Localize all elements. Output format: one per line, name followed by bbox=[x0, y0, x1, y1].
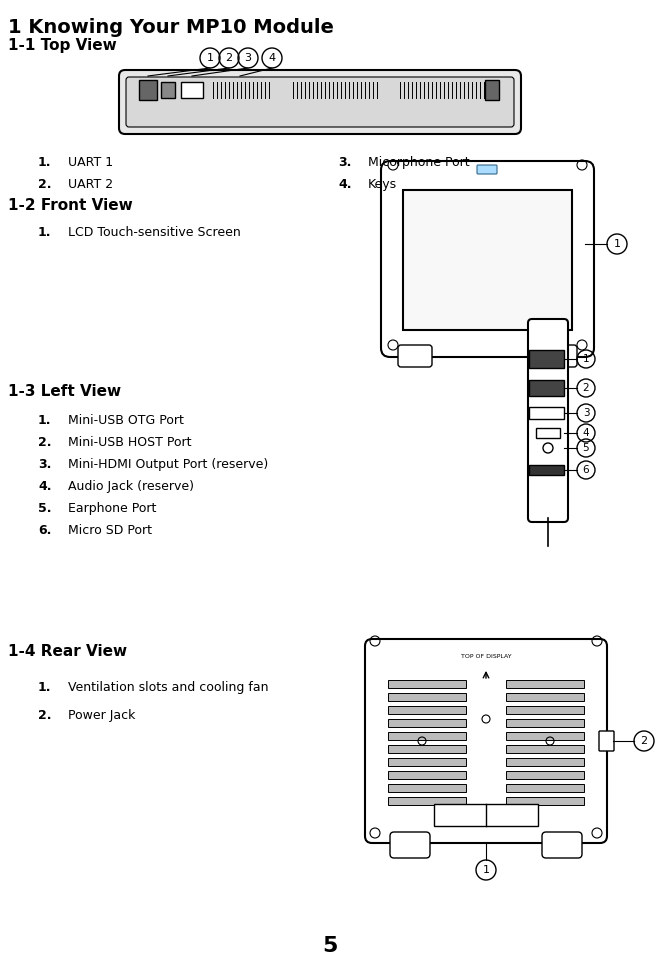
Text: UART 1: UART 1 bbox=[68, 156, 113, 169]
Text: 2: 2 bbox=[583, 383, 589, 393]
FancyBboxPatch shape bbox=[398, 345, 432, 367]
FancyBboxPatch shape bbox=[388, 784, 466, 792]
FancyBboxPatch shape bbox=[506, 797, 584, 805]
FancyBboxPatch shape bbox=[529, 465, 564, 475]
FancyBboxPatch shape bbox=[139, 80, 157, 100]
Text: Audio Jack (reserve): Audio Jack (reserve) bbox=[68, 480, 194, 493]
Text: 3: 3 bbox=[244, 53, 252, 63]
Text: 4: 4 bbox=[583, 428, 589, 438]
FancyBboxPatch shape bbox=[485, 80, 499, 100]
Text: UART 2: UART 2 bbox=[68, 178, 113, 191]
FancyBboxPatch shape bbox=[126, 77, 514, 127]
FancyBboxPatch shape bbox=[477, 165, 497, 174]
FancyBboxPatch shape bbox=[506, 706, 584, 714]
FancyBboxPatch shape bbox=[119, 70, 521, 134]
Text: 1-4 Rear View: 1-4 Rear View bbox=[8, 644, 127, 659]
FancyBboxPatch shape bbox=[536, 428, 560, 438]
Text: 6.: 6. bbox=[38, 524, 52, 537]
Text: 6: 6 bbox=[583, 465, 589, 475]
Text: 5.: 5. bbox=[38, 502, 52, 515]
Text: 2.: 2. bbox=[38, 436, 52, 449]
Text: 5: 5 bbox=[322, 936, 338, 956]
FancyBboxPatch shape bbox=[388, 680, 466, 688]
Text: 1: 1 bbox=[207, 53, 214, 63]
FancyBboxPatch shape bbox=[506, 771, 584, 779]
FancyBboxPatch shape bbox=[381, 161, 594, 357]
Text: 1: 1 bbox=[614, 239, 620, 249]
FancyBboxPatch shape bbox=[388, 719, 466, 727]
FancyBboxPatch shape bbox=[161, 82, 175, 98]
Text: 2.: 2. bbox=[38, 709, 52, 722]
FancyBboxPatch shape bbox=[528, 319, 568, 522]
Text: 1-1 Top View: 1-1 Top View bbox=[8, 38, 117, 53]
Text: 2.: 2. bbox=[38, 178, 52, 191]
Text: 3.: 3. bbox=[38, 458, 52, 471]
Text: Micorphone Port: Micorphone Port bbox=[368, 156, 469, 169]
Text: 2: 2 bbox=[226, 53, 232, 63]
FancyBboxPatch shape bbox=[434, 804, 538, 826]
Text: 4.: 4. bbox=[338, 178, 352, 191]
FancyBboxPatch shape bbox=[390, 832, 430, 858]
FancyBboxPatch shape bbox=[388, 732, 466, 740]
Text: 4.: 4. bbox=[38, 480, 52, 493]
FancyBboxPatch shape bbox=[506, 693, 584, 701]
Text: 1: 1 bbox=[483, 865, 489, 875]
FancyBboxPatch shape bbox=[599, 731, 614, 751]
FancyBboxPatch shape bbox=[542, 832, 582, 858]
Text: 1.: 1. bbox=[38, 156, 52, 169]
Text: 1.: 1. bbox=[38, 681, 52, 694]
Text: 1.: 1. bbox=[38, 226, 52, 239]
Text: TOP OF DISPLAY: TOP OF DISPLAY bbox=[461, 654, 511, 659]
FancyBboxPatch shape bbox=[506, 719, 584, 727]
FancyBboxPatch shape bbox=[388, 797, 466, 805]
FancyBboxPatch shape bbox=[529, 407, 564, 419]
FancyBboxPatch shape bbox=[181, 82, 203, 98]
FancyBboxPatch shape bbox=[529, 380, 564, 396]
Text: 4: 4 bbox=[268, 53, 275, 63]
Text: Mini-USB HOST Port: Mini-USB HOST Port bbox=[68, 436, 191, 449]
FancyBboxPatch shape bbox=[388, 693, 466, 701]
Text: 1-2 Front View: 1-2 Front View bbox=[8, 198, 133, 213]
Text: 3: 3 bbox=[583, 408, 589, 418]
FancyBboxPatch shape bbox=[388, 758, 466, 766]
FancyBboxPatch shape bbox=[506, 758, 584, 766]
Text: 5: 5 bbox=[583, 443, 589, 453]
FancyBboxPatch shape bbox=[388, 706, 466, 714]
FancyBboxPatch shape bbox=[403, 190, 572, 330]
Text: 1.: 1. bbox=[38, 414, 52, 427]
FancyBboxPatch shape bbox=[543, 345, 577, 367]
FancyBboxPatch shape bbox=[506, 745, 584, 753]
Text: Mini-USB OTG Port: Mini-USB OTG Port bbox=[68, 414, 184, 427]
Text: Keys: Keys bbox=[368, 178, 397, 191]
Text: Earphone Port: Earphone Port bbox=[68, 502, 156, 515]
Text: Power Jack: Power Jack bbox=[68, 709, 135, 722]
FancyBboxPatch shape bbox=[388, 745, 466, 753]
Text: 3.: 3. bbox=[338, 156, 352, 169]
FancyBboxPatch shape bbox=[529, 350, 564, 368]
FancyBboxPatch shape bbox=[506, 732, 584, 740]
Text: 1 Knowing Your MP10 Module: 1 Knowing Your MP10 Module bbox=[8, 18, 334, 37]
Text: LCD Touch-sensitive Screen: LCD Touch-sensitive Screen bbox=[68, 226, 241, 239]
Text: Ventilation slots and cooling fan: Ventilation slots and cooling fan bbox=[68, 681, 269, 694]
Text: 2: 2 bbox=[640, 736, 647, 746]
Text: 1-3 Left View: 1-3 Left View bbox=[8, 384, 121, 399]
FancyBboxPatch shape bbox=[506, 680, 584, 688]
Text: Mini-HDMI Output Port (reserve): Mini-HDMI Output Port (reserve) bbox=[68, 458, 268, 471]
Text: 1: 1 bbox=[583, 354, 589, 364]
Text: Micro SD Port: Micro SD Port bbox=[68, 524, 152, 537]
FancyBboxPatch shape bbox=[365, 639, 607, 843]
FancyBboxPatch shape bbox=[388, 771, 466, 779]
FancyBboxPatch shape bbox=[506, 784, 584, 792]
